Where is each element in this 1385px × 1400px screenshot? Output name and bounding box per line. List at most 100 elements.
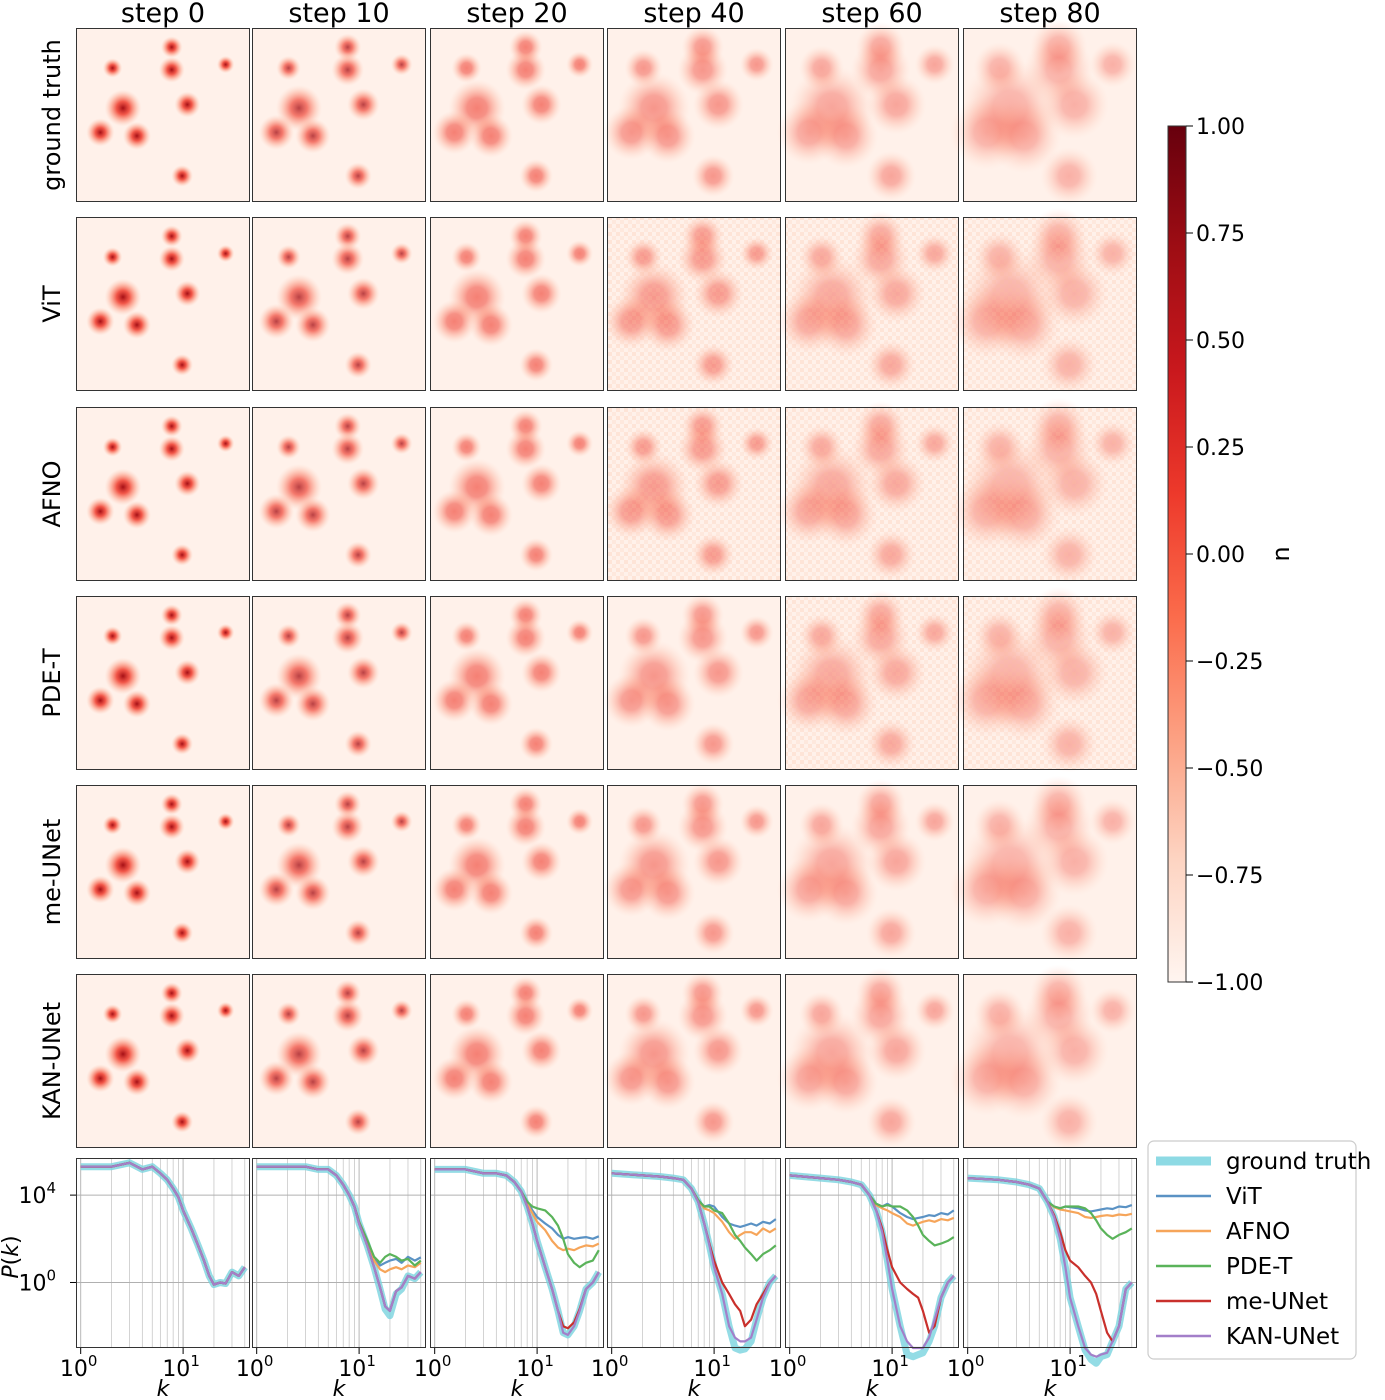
heatmap-panel-vit-step-60 xyxy=(776,211,959,391)
heatmap-blob xyxy=(866,150,917,201)
heatmap-blob xyxy=(691,1100,735,1144)
heatmap-blob xyxy=(1039,1015,1109,1086)
heatmap-frame xyxy=(76,28,250,202)
heatmap-frame xyxy=(430,217,604,391)
series-line-ground-truth xyxy=(80,1159,248,1289)
heatmap-blob xyxy=(813,103,879,169)
heatmap-blob xyxy=(104,468,142,506)
series-line-kan-unet xyxy=(611,1172,777,1343)
spectrum-frame xyxy=(785,1158,959,1348)
heatmap-blob xyxy=(122,500,152,530)
heatmap-frame xyxy=(430,974,604,1148)
colorbar-tick-label: −0.75 xyxy=(1196,864,1263,889)
legend-label-ground-truth: ground truth xyxy=(1226,1149,1371,1175)
heatmap-blob xyxy=(334,601,362,629)
heatmap-blob xyxy=(171,544,194,566)
series-line-kan-unet xyxy=(434,1168,600,1337)
heatmap-blob xyxy=(640,1054,696,1110)
heatmap-blob xyxy=(566,430,594,458)
x-axis-label: k xyxy=(333,1377,347,1400)
colorbar-tick-label: −1.00 xyxy=(1196,971,1263,996)
column-title-step-20: step 20 xyxy=(466,0,567,29)
x-tick-exponent: 1 xyxy=(899,1352,909,1370)
heatmap-noise xyxy=(963,407,1137,581)
heatmap-blob xyxy=(521,652,562,693)
heatmap-frame xyxy=(76,596,250,770)
heatmap-blob xyxy=(866,74,927,135)
x-axis-label: k xyxy=(511,1377,525,1400)
spectrum-frame xyxy=(963,1158,1137,1348)
heatmap-blob xyxy=(813,1049,879,1115)
legend-label-vit: ViT xyxy=(1226,1184,1263,1210)
heatmap-blob xyxy=(468,492,513,537)
heatmap-blob xyxy=(104,278,142,316)
x-tick-label: 100 xyxy=(236,1352,274,1382)
heatmap-panel-me-unet-step-60 xyxy=(776,779,959,959)
heatmap-background xyxy=(76,28,250,202)
heatmap-blob xyxy=(640,676,696,732)
heatmap-blob xyxy=(1089,41,1136,88)
heatmap-blob xyxy=(216,812,235,831)
y-tick-label: 100 xyxy=(18,1266,56,1296)
heatmap-blob xyxy=(258,1060,295,1097)
x-tick-exponent: 0 xyxy=(619,1352,629,1370)
heatmap-blob xyxy=(258,303,295,340)
series-line-me-unet xyxy=(80,1161,246,1286)
heatmap-frame xyxy=(252,785,426,959)
heatmap-frame xyxy=(963,785,1137,959)
heatmap-blob xyxy=(521,841,562,882)
heatmap-blob xyxy=(432,867,477,912)
heatmap-blob xyxy=(1040,1093,1098,1151)
heatmap-blob xyxy=(432,1056,477,1101)
heatmap-blob xyxy=(160,36,183,59)
heatmap-blob xyxy=(505,806,546,847)
heatmap-blob xyxy=(1089,798,1136,845)
y-axis-label: P(k) xyxy=(0,1235,24,1278)
heatmap-blob xyxy=(451,431,482,463)
heatmap-panel-kan-unet-step-0 xyxy=(76,974,250,1148)
heatmap-blob xyxy=(505,238,546,279)
heatmap-blob xyxy=(122,1067,152,1097)
heatmap-blob xyxy=(519,159,553,193)
heatmap-blob xyxy=(86,118,115,147)
row-label-afno: AFNO xyxy=(38,460,66,527)
heatmap-background xyxy=(76,407,250,581)
x-axis-label: k xyxy=(157,1377,171,1400)
heatmap-blob xyxy=(160,415,183,438)
heatmap-panel-pde-t-step-20 xyxy=(430,596,604,770)
heatmap-blob xyxy=(331,432,365,466)
heatmap-frame xyxy=(607,28,781,202)
heatmap-blob xyxy=(451,52,482,84)
colorbar-tick-label: 0.25 xyxy=(1196,436,1245,461)
heatmap-blob xyxy=(347,656,380,689)
heatmap-blob xyxy=(334,979,362,1007)
heatmap-frame xyxy=(963,596,1137,770)
spectrum-frame xyxy=(76,1158,250,1348)
heatmap-blob xyxy=(432,678,477,723)
y-axis-label-arg: k xyxy=(0,1243,24,1257)
heatmap-panel-me-unet-step-20 xyxy=(430,785,604,959)
heatmap-blob xyxy=(258,114,295,151)
heatmap-blob xyxy=(171,354,194,376)
heatmap-blob xyxy=(1040,147,1098,205)
colorbar-label: u xyxy=(1270,546,1298,561)
heatmap-blob xyxy=(158,435,185,462)
heatmap-blob xyxy=(390,53,413,76)
heatmap-frame xyxy=(252,407,426,581)
heatmap-frame xyxy=(963,974,1137,1148)
heatmap-panel-ground-truth-step-60 xyxy=(776,22,959,202)
heatmap-blob xyxy=(216,623,235,642)
heatmap-frame xyxy=(963,217,1137,391)
heatmap-blob xyxy=(347,1034,380,1067)
heatmap-blob xyxy=(432,489,477,534)
heatmap-blob xyxy=(295,1064,331,1100)
heatmap-blob xyxy=(692,1025,744,1077)
heatmap-blob xyxy=(295,875,331,911)
heatmap-panel-vit-step-20 xyxy=(430,217,604,391)
y-tick-exponent: 4 xyxy=(46,1179,56,1197)
heatmap-noise xyxy=(785,217,959,391)
heatmap-frame xyxy=(252,217,426,391)
heatmap-blob xyxy=(158,1002,185,1029)
